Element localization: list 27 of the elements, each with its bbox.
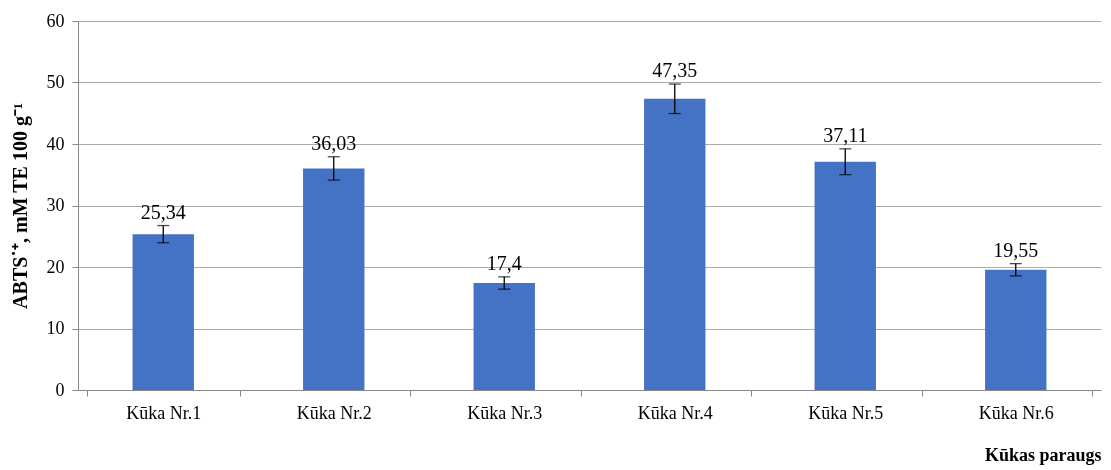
bar	[644, 98, 706, 390]
x-tick-label: Kūka Nr.2	[296, 402, 372, 423]
y-tick-label: 10	[46, 318, 65, 338]
y-tick-label: 40	[46, 133, 65, 154]
y-tick-label: 0	[55, 379, 65, 400]
bar	[303, 168, 365, 390]
data-label: 37,11	[823, 123, 868, 146]
x-tick-label: Kūka Nr.4	[637, 402, 713, 423]
y-tick-label: 50	[46, 72, 65, 92]
bar	[473, 282, 535, 390]
y-tick-label: 20	[46, 256, 65, 277]
bar	[985, 269, 1047, 390]
data-label: 19,55	[993, 238, 1039, 261]
data-label: 36,03	[311, 131, 357, 154]
y-axis-title: ABTS˙⁺, mM TE 100 g⁻¹	[8, 103, 32, 309]
data-label: 17,4	[486, 251, 522, 274]
y-tick-label: 30	[46, 195, 65, 215]
bar	[132, 234, 194, 390]
x-axis-title: Kūkas paraugs	[984, 444, 1102, 465]
data-label: 47,35	[652, 59, 698, 82]
data-label: 25,34	[140, 200, 186, 223]
x-tick-label: Kūka Nr.6	[978, 402, 1054, 423]
x-tick-label: Kūka Nr.5	[808, 402, 884, 423]
x-tick-label: Kūka Nr.1	[126, 402, 202, 423]
bar	[814, 161, 876, 390]
x-tick-label: Kūka Nr.3	[467, 402, 543, 423]
y-tick-label: 60	[46, 10, 65, 31]
